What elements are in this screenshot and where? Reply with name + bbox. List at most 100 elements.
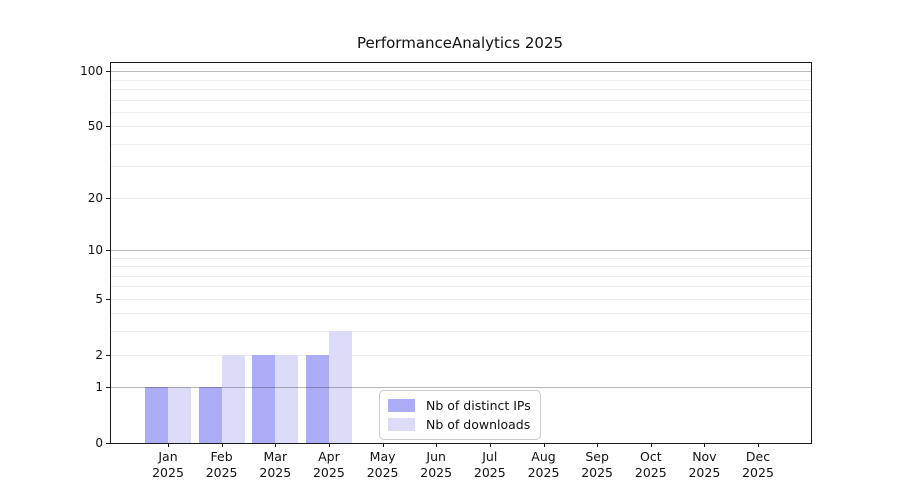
x-tick-label: Jan 2025 (128, 449, 208, 481)
x-tick-label: Aug 2025 (504, 449, 584, 481)
x-tick-year: 2025 (527, 465, 560, 480)
legend-item: Nb of distinct IPs (388, 398, 531, 413)
y-gridline-minor (111, 257, 811, 259)
y-gridline-minor (111, 286, 811, 288)
x-tick-label: Oct 2025 (611, 449, 691, 481)
y-gridline-minor (111, 79, 811, 81)
y-tick (106, 354, 110, 356)
y-gridline-minor (111, 313, 811, 315)
x-tick-month: Jan (158, 449, 178, 464)
x-tick (382, 443, 384, 447)
x-tick-month: Mar (263, 449, 288, 464)
x-tick (543, 443, 545, 447)
x-tick (704, 443, 706, 447)
x-tick-label: Apr 2025 (289, 449, 369, 481)
legend-swatch (388, 418, 415, 431)
x-tick (221, 443, 223, 447)
legend-label: Nb of distinct IPs (426, 398, 531, 413)
y-gridline-minor (111, 99, 811, 101)
legend: Nb of distinct IPs Nb of downloads (379, 390, 541, 440)
x-tick-year: 2025 (366, 465, 399, 480)
y-tick-label: 5 (95, 291, 103, 306)
x-tick-label: Dec 2025 (718, 449, 798, 481)
bar (198, 387, 222, 443)
y-tick (106, 197, 110, 199)
legend-item: Nb of downloads (388, 417, 531, 432)
y-tick-label: 1 (95, 380, 103, 395)
y-gridline-minor (111, 166, 811, 168)
x-tick-label: Sep 2025 (557, 449, 637, 481)
bar (168, 387, 191, 443)
x-tick-year: 2025 (152, 465, 184, 480)
y-tick (106, 126, 110, 128)
bar (145, 387, 168, 443)
y-gridline-major (111, 249, 811, 251)
x-tick-month: Jun (426, 449, 446, 464)
x-tick-label: May 2025 (343, 449, 423, 481)
y-gridline-minor (111, 143, 811, 145)
legend-label: Nb of downloads (426, 417, 531, 432)
x-tick-year: 2025 (420, 465, 453, 480)
x-tick-label: Jun 2025 (396, 449, 476, 481)
x-tick-label: Mar 2025 (235, 449, 315, 481)
x-tick-label: Jul 2025 (450, 449, 530, 481)
x-tick (168, 443, 169, 447)
x-tick-year: 2025 (473, 465, 506, 480)
x-tick-year: 2025 (581, 465, 613, 480)
y-tick (106, 71, 110, 73)
y-tick-label: 20 (87, 190, 103, 205)
x-tick-year: 2025 (688, 465, 721, 480)
x-tick-month: Aug (531, 449, 556, 464)
x-tick-month: Apr (318, 449, 340, 464)
y-tick (106, 249, 110, 251)
x-tick-year: 2025 (312, 465, 345, 480)
y-gridline-minor (111, 89, 811, 90)
y-gridline-minor (111, 197, 811, 199)
y-gridline-minor (111, 275, 811, 277)
x-tick-year: 2025 (205, 465, 238, 480)
x-tick (436, 443, 438, 447)
y-tick-label: 10 (87, 242, 103, 257)
y-gridline-minor (111, 111, 811, 113)
chart-title: PerformanceAnalytics 2025 (356, 34, 564, 52)
y-tick-label: 100 (80, 64, 103, 79)
y-tick-label: 0 (95, 436, 103, 450)
y-gridline-minor (111, 298, 811, 300)
x-tick (758, 443, 759, 447)
y-gridline-major (111, 71, 811, 73)
y-tick-label: 50 (87, 119, 103, 134)
y-tick (106, 387, 110, 389)
x-tick (275, 443, 277, 447)
legend-swatch (388, 399, 415, 412)
y-gridline-minor (111, 331, 811, 333)
y-tick (106, 443, 110, 444)
x-tick-year: 2025 (634, 465, 667, 480)
bar (328, 331, 352, 443)
x-tick-month: Nov (692, 449, 717, 464)
x-tick-month: Oct (639, 449, 662, 464)
y-tick-label: 2 (95, 347, 103, 362)
x-tick-month: Sep (585, 449, 609, 464)
x-tick (597, 443, 599, 447)
y-gridline-minor (111, 126, 811, 128)
y-gridline-major (111, 387, 811, 389)
x-tick-month: May (369, 449, 396, 464)
y-tick (106, 298, 110, 300)
y-gridline-minor (111, 266, 811, 267)
x-tick-month: Dec (745, 449, 771, 464)
x-tick-month: Jul (482, 449, 498, 464)
x-tick-month: Feb (210, 449, 233, 464)
bar (252, 354, 276, 443)
x-tick-year: 2025 (259, 465, 292, 480)
bar (275, 354, 299, 443)
x-tick-label: Feb 2025 (182, 449, 262, 481)
x-tick (328, 443, 330, 447)
x-tick (489, 443, 491, 447)
bar (305, 354, 329, 443)
x-tick (650, 443, 652, 447)
x-tick-label: Nov 2025 (664, 449, 744, 481)
plot-area: Nb of distinct IPs Nb of downloads 0 1 2 5 10… (80, 62, 812, 480)
y-gridline-minor (111, 354, 811, 356)
bar (221, 354, 245, 443)
